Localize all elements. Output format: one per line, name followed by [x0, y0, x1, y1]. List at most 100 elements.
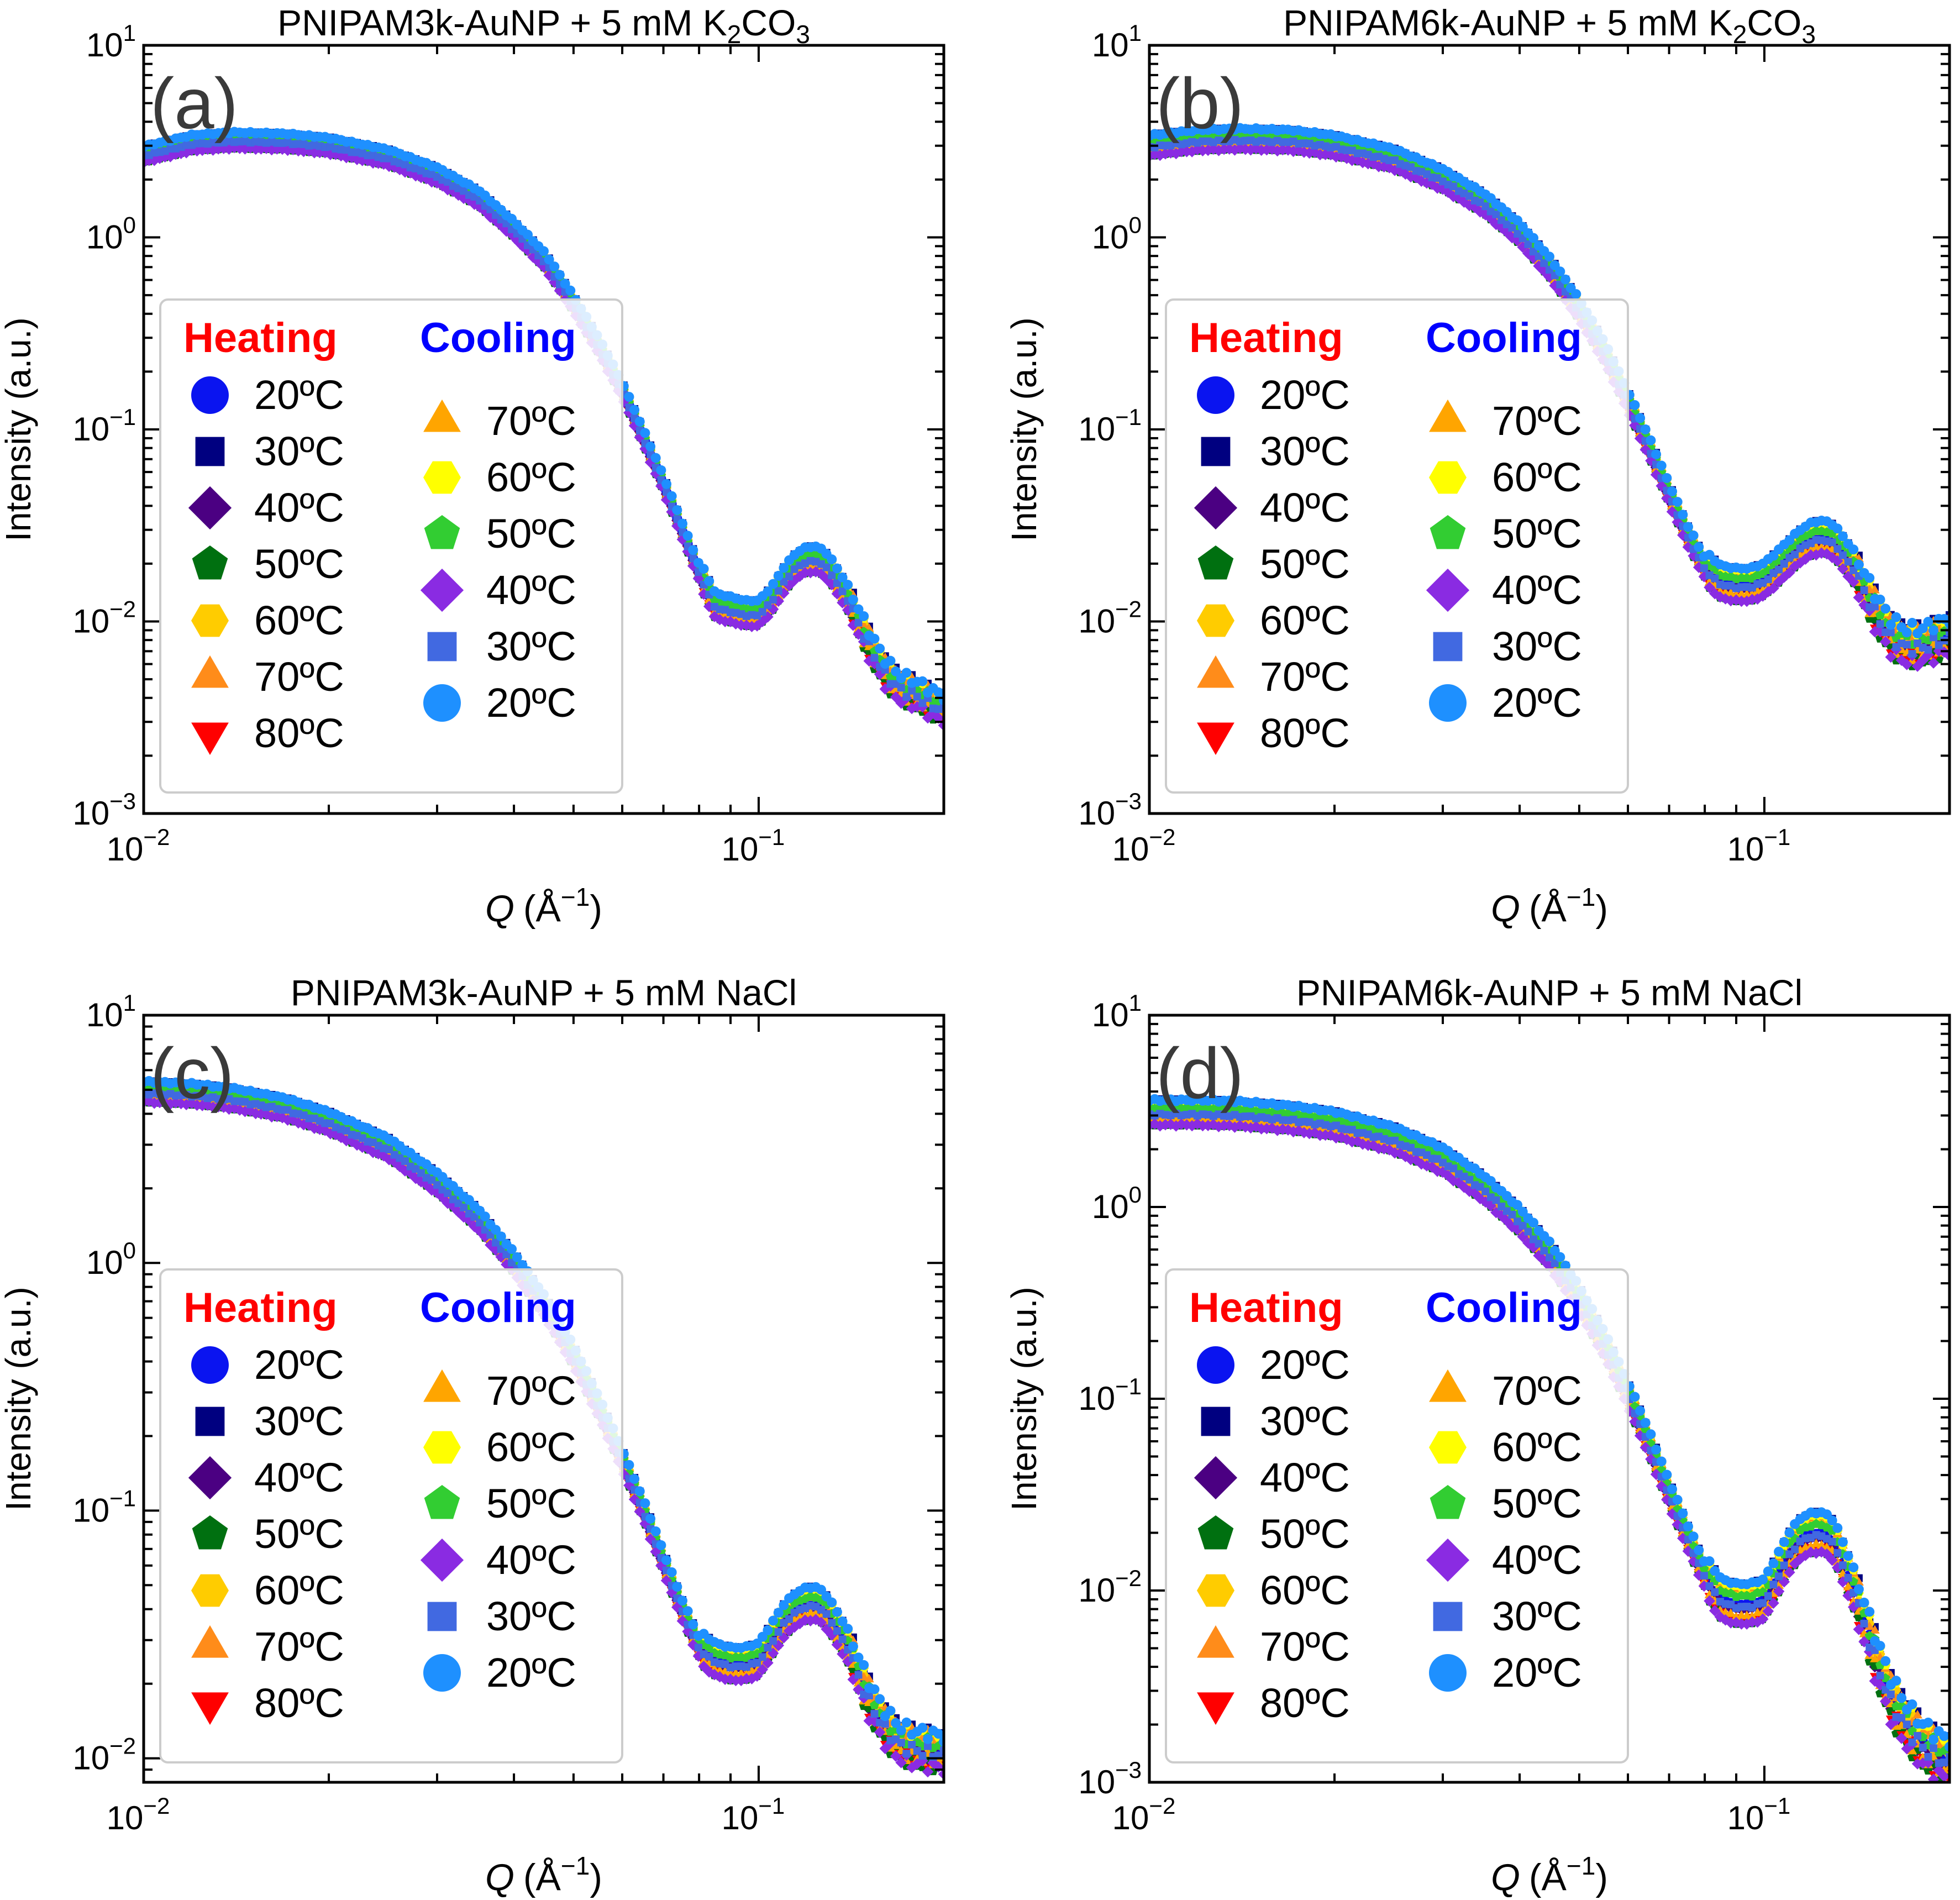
data-point: [773, 570, 784, 581]
legend-marker-triangle-down-icon: [1197, 722, 1234, 755]
data-point: [1929, 625, 1939, 636]
data-point: [1885, 651, 1897, 663]
data-point: [832, 563, 842, 574]
data-point: [704, 576, 714, 586]
legend-marker-square-icon: [1433, 632, 1463, 662]
data-point: [1634, 433, 1646, 444]
legend-marker-hexagon-icon: [423, 461, 461, 494]
legend-marker-circle-icon: [191, 376, 229, 414]
data-point: [1704, 581, 1715, 594]
legend-box: [159, 298, 623, 794]
data-point: [922, 712, 934, 724]
data-point: [1700, 564, 1708, 573]
data-point: [698, 564, 709, 574]
legend-entry-cooling: 50ºC: [1492, 511, 1582, 557]
data-point: [902, 693, 911, 701]
data-point: [1943, 650, 1950, 662]
data-point: [1656, 460, 1667, 471]
legend-entry-cooling: 40ºC: [486, 567, 576, 613]
panel-label: (b): [1156, 63, 1244, 144]
legend-entry-heating: 30ºC: [254, 428, 344, 474]
data-point: [565, 285, 576, 296]
data-point: [864, 1673, 874, 1683]
data-point: [1780, 560, 1788, 568]
data-point: [1154, 149, 1166, 161]
legend-entry-heating: 70ºC: [254, 654, 344, 700]
data-point: [758, 608, 766, 616]
data-point: [677, 518, 687, 529]
y-tick-label: 100: [86, 212, 136, 256]
data-point: [838, 587, 847, 595]
data-point: [768, 579, 779, 589]
legend-marker-square-icon: [427, 632, 457, 662]
data-point: [1901, 659, 1913, 670]
data-point: [1895, 654, 1908, 666]
legend-marker-circle-icon: [1197, 376, 1234, 414]
data-point: [901, 668, 912, 678]
data-point: [1784, 566, 1795, 579]
legend: Heating Cooling20ºC30ºC40ºC50ºC60ºC70ºC80…: [159, 298, 623, 794]
data-point: [891, 666, 901, 676]
legend-box: [1165, 298, 1629, 794]
legend-marker-triangle-up-icon: [1429, 399, 1467, 432]
y-tick-label: 10−2: [72, 596, 136, 640]
legend-entry-cooling: 40ºC: [1492, 567, 1582, 613]
legend-entry-heating: 30ºC: [1260, 428, 1350, 474]
data-point: [1757, 590, 1769, 602]
legend-heating-title: Heating: [1189, 314, 1343, 361]
data-point: [1646, 435, 1656, 445]
y-tick-label: 10−1: [1078, 404, 1142, 448]
data-point: [842, 604, 854, 616]
legend-entry-heating: 80ºC: [1260, 710, 1350, 756]
data-point: [645, 441, 656, 452]
data-point: [1838, 551, 1847, 559]
legend-entry-heating: 20ºC: [254, 372, 344, 418]
data-point: [859, 620, 869, 629]
legend-marker-diamond-icon: [188, 486, 232, 530]
data-point: [1726, 587, 1736, 597]
data-point: [1891, 612, 1901, 622]
y-tick-label: 10−3: [1078, 788, 1142, 832]
data-point: [864, 641, 874, 650]
data-point: [1517, 241, 1529, 253]
data-point: [854, 618, 863, 627]
data-point: [1325, 149, 1337, 161]
data-point: [1725, 595, 1737, 607]
tick-marks: [1148, 44, 1951, 815]
y-tick-label: 10−2: [1078, 596, 1142, 640]
y-tick-label: 101: [86, 20, 136, 64]
data-point: [650, 453, 661, 463]
data-point: [885, 655, 896, 666]
legend-entry-heating: 50ºC: [1260, 541, 1350, 587]
data-point: [1885, 620, 1896, 630]
data-point: [1917, 623, 1928, 633]
data-point: [769, 596, 777, 604]
legend-marker-diamond-icon: [1194, 486, 1238, 530]
data-point: [624, 392, 634, 402]
tick-marks: [143, 44, 945, 815]
series-cooling-20c: [144, 127, 944, 706]
data-point: [853, 604, 864, 615]
data-point: [1901, 627, 1912, 638]
data-point: [539, 246, 549, 256]
data-point: [828, 571, 836, 579]
y-tick-label: 10−3: [72, 788, 136, 832]
data-point: [1540, 259, 1548, 267]
data-point: [1207, 143, 1220, 155]
data-point: [1870, 602, 1879, 611]
legend-entry-heating: 60ºC: [1260, 597, 1350, 643]
data-point: [1698, 571, 1710, 582]
series-cooling-30c: [144, 137, 944, 713]
data-point: [913, 692, 921, 701]
y-tick-label: 101: [1092, 20, 1142, 64]
y-tick-label: 100: [1092, 212, 1142, 256]
data-point: [1833, 545, 1842, 553]
data-point: [1683, 522, 1693, 532]
data-point: [875, 643, 885, 654]
data-point: [1837, 531, 1848, 542]
data-point: [1508, 224, 1516, 232]
data-point: [1791, 550, 1799, 559]
